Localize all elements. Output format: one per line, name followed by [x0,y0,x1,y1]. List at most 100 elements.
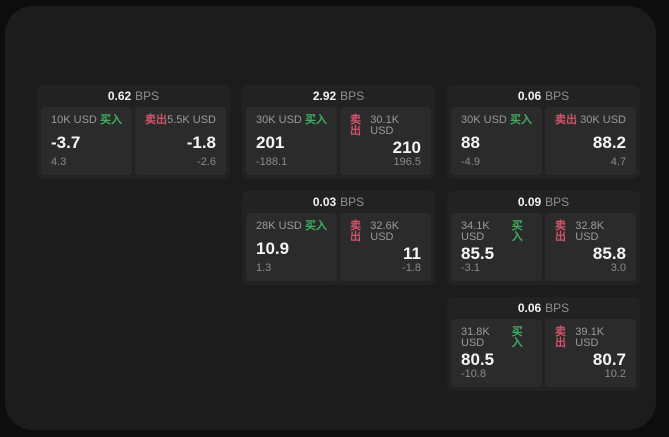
sell-tile[interactable]: 卖出 5.5K USD -1.8 -2.6 [135,107,226,175]
buy-side-label: 买入 [510,114,532,126]
sell-side-label: 卖出 [350,220,361,243]
quote-card: 0.09 BPS 34.1K USD 买入 85.5 -3.1 卖出 32.8K… [447,191,640,285]
buy-size-label: 31.8K USD [461,326,490,349]
quote-card: 0.03 BPS 28K USD 买入 10.9 1.3 卖出 32.6K US… [242,191,435,285]
sell-tile-top: 卖出 39.1K USD [555,327,626,349]
sell-tile-top: 卖出 32.8K USD [555,221,626,243]
buy-side-label: 买入 [305,114,327,126]
sell-price: 210 [392,138,421,157]
card-header: 0.09 BPS [447,191,640,213]
quote-card-grid: 0.62 BPS 10K USD 买入 -3.7 4.3 卖出 5.5K USD [37,85,640,391]
buy-delta: 4.3 [51,156,67,168]
spread-bps-value: 0.62 [107,89,132,103]
buy-delta: -3.1 [461,262,480,274]
spread-bps-value: 0.09 [517,195,542,209]
sell-tile[interactable]: 卖出 32.6K USD 11 -1.8 [340,213,431,281]
buy-price: -3.7 [51,132,81,152]
buy-delta: -4.9 [461,156,480,168]
sell-delta: 196.5 [393,156,421,168]
quote-card: 0.62 BPS 10K USD 买入 -3.7 4.3 卖出 5.5K USD [37,85,230,179]
buy-size-label: 30K USD [256,114,302,126]
sell-size-label: 30.1K USD [370,114,400,137]
tile-pair: 30K USD 买入 88 -4.9 卖出 30K USD 88.2 4.7 [447,107,640,179]
tile-pair: 28K USD 买入 10.9 1.3 卖出 32.6K USD 11 -1.8 [242,213,435,285]
buy-price: 10.9 [256,238,290,258]
card-header: 0.06 BPS [447,297,640,319]
sell-tile[interactable]: 卖出 39.1K USD 80.7 10.2 [545,319,636,387]
buy-tile-top: 34.1K USD 买入 [461,221,532,243]
bps-unit-label: BPS [340,89,365,103]
sell-price: -1.8 [186,132,216,152]
buy-side-label: 买入 [305,220,327,232]
sell-side-label: 卖出 [350,114,361,137]
buy-tile[interactable]: 30K USD 买入 88 -4.9 [451,107,542,175]
sell-size-label: 32.6K USD [370,220,400,243]
sell-price: 85.8 [592,244,626,263]
spread-bps-value: 0.06 [517,301,542,315]
sell-price: 88.2 [592,132,626,152]
buy-size-label: 30K USD [461,114,507,126]
buy-delta: -188.1 [256,156,288,168]
bps-unit-label: BPS [340,195,365,209]
bps-unit-label: BPS [545,195,570,209]
buy-tile-top: 31.8K USD 买入 [461,327,532,349]
quote-card: 2.92 BPS 30K USD 买入 201 -188.1 卖出 30.1K … [242,85,435,179]
buy-price: 201 [256,132,285,152]
sell-tile-top: 卖出 30.1K USD [350,115,421,137]
sell-size-label: 5.5K USD [167,114,216,126]
card-header: 2.92 BPS [242,85,435,107]
main-panel: 0.62 BPS 10K USD 买入 -3.7 4.3 卖出 5.5K USD [5,6,656,430]
sell-price: 80.7 [592,350,626,369]
quote-card: 0.06 BPS 31.8K USD 买入 80.5 -10.8 卖出 39.1… [447,297,640,391]
buy-price: 85.5 [461,244,495,263]
buy-side-label: 买入 [511,326,523,349]
card-header: 0.03 BPS [242,191,435,213]
buy-size-label: 10K USD [51,114,97,126]
bps-unit-label: BPS [545,301,570,315]
sell-tile-top: 卖出 5.5K USD [145,115,216,126]
buy-tile-top: 30K USD 买入 [461,115,532,126]
card-header: 0.62 BPS [37,85,230,107]
buy-tile[interactable]: 28K USD 买入 10.9 1.3 [246,213,337,281]
sell-side-label: 卖出 [555,220,566,243]
sell-delta: 10.2 [604,368,626,380]
quote-card: 0.06 BPS 30K USD 买入 88 -4.9 卖出 30K USD [447,85,640,179]
sell-side-label: 卖出 [555,326,566,349]
sell-tile-top: 卖出 30K USD [555,115,626,126]
buy-size-label: 34.1K USD [461,220,490,243]
sell-side-label: 卖出 [555,114,577,126]
spread-bps-value: 0.06 [517,89,542,103]
tile-pair: 30K USD 买入 201 -188.1 卖出 30.1K USD 210 1… [242,107,435,179]
buy-size-label: 28K USD [256,220,302,232]
buy-tile[interactable]: 10K USD 买入 -3.7 4.3 [41,107,132,175]
tile-pair: 10K USD 买入 -3.7 4.3 卖出 5.5K USD -1.8 -2.… [37,107,230,179]
buy-tile-top: 28K USD 买入 [256,221,327,232]
spread-bps-value: 0.03 [312,195,337,209]
buy-tile[interactable]: 34.1K USD 买入 85.5 -3.1 [451,213,542,281]
buy-price: 80.5 [461,350,495,369]
buy-tile[interactable]: 30K USD 买入 201 -188.1 [246,107,337,175]
sell-size-label: 32.8K USD [575,220,605,243]
sell-delta: 4.7 [610,156,626,168]
buy-price: 88 [461,132,480,152]
sell-tile[interactable]: 卖出 32.8K USD 85.8 3.0 [545,213,636,281]
sell-delta: -1.8 [402,262,421,274]
buy-side-label: 买入 [100,114,122,126]
sell-size-label: 39.1K USD [575,326,605,349]
buy-delta: -10.8 [461,368,487,380]
spread-bps-value: 2.92 [312,89,337,103]
bps-unit-label: BPS [135,89,160,103]
tile-pair: 34.1K USD 买入 85.5 -3.1 卖出 32.8K USD 85.8… [447,213,640,285]
buy-delta: 1.3 [256,262,272,274]
buy-tile[interactable]: 31.8K USD 买入 80.5 -10.8 [451,319,542,387]
buy-tile-top: 10K USD 买入 [51,115,122,126]
sell-delta: -2.6 [197,156,216,168]
sell-delta: 3.0 [610,262,626,274]
tile-pair: 31.8K USD 买入 80.5 -10.8 卖出 39.1K USD 80.… [447,319,640,391]
buy-side-label: 买入 [511,220,523,243]
sell-tile[interactable]: 卖出 30K USD 88.2 4.7 [545,107,636,175]
card-header: 0.06 BPS [447,85,640,107]
sell-tile[interactable]: 卖出 30.1K USD 210 196.5 [340,107,431,175]
bps-unit-label: BPS [545,89,570,103]
sell-tile-top: 卖出 32.6K USD [350,221,421,243]
